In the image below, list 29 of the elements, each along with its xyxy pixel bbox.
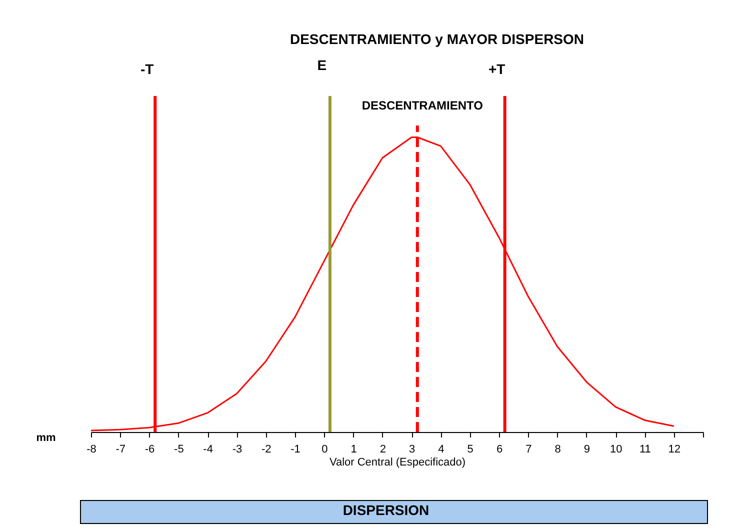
x-tick-label: 6	[496, 444, 503, 456]
chart-title: DESCENTRAMIENTO y MAYOR DISPERSON	[290, 31, 584, 47]
ref-line-label: -T	[140, 61, 154, 77]
x-tick-label: 11	[640, 444, 651, 456]
x-tick-label: 8	[554, 444, 561, 456]
ref-line-label: +T	[488, 61, 506, 77]
x-tick-label: 10	[610, 444, 622, 456]
ref-line-label: E	[317, 57, 327, 73]
x-axis-title: Valor Central (Especificado)	[329, 456, 466, 468]
x-tick-label: -6	[144, 444, 155, 456]
x-tick-label: -7	[116, 444, 126, 456]
x-tick-label: -8	[86, 444, 96, 456]
x-tick-label: 0	[322, 444, 328, 456]
text: mm	[36, 432, 56, 444]
x-tick-label: 4	[438, 444, 444, 456]
text: DISPERSION	[342, 502, 430, 518]
x-tick-label: 5	[467, 444, 474, 456]
x-tick-label: -2	[261, 444, 272, 456]
ref-line-label: DESCENTRAMIENTO	[362, 98, 483, 112]
x-tick-label: -1	[290, 444, 300, 456]
x-tick-label: 2	[380, 444, 386, 456]
x-tick-label: 3	[409, 444, 416, 456]
x-tick-label: -4	[203, 444, 213, 456]
x-tick-label: -5	[174, 444, 184, 456]
x-tick-label: 1	[350, 444, 357, 456]
x-tick-label: -3	[232, 444, 242, 456]
x-tick-label: 7	[526, 444, 532, 456]
x-tick-label: 9	[584, 444, 590, 456]
x-tick-label: 12	[668, 444, 680, 456]
